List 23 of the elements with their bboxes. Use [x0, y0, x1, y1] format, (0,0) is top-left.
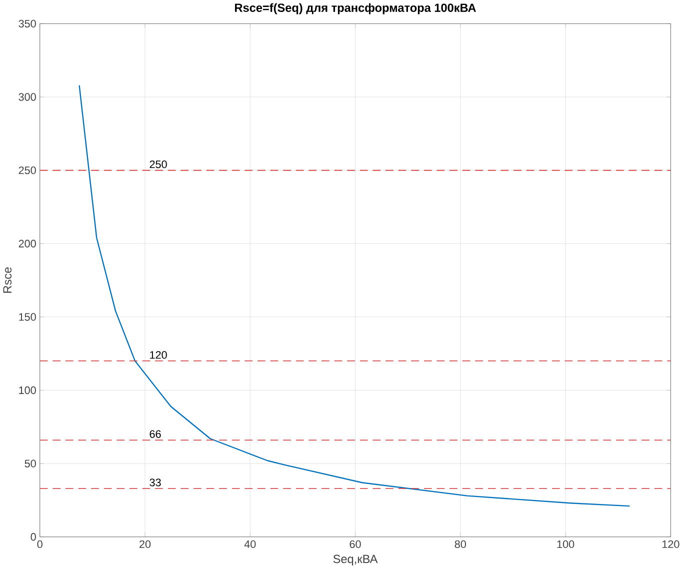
x-axis-title: Seq,кВА: [333, 554, 378, 566]
ref-line-label: 66: [150, 430, 161, 438]
x-tick-label: 80: [454, 540, 466, 548]
y-tick-label: 150: [19, 313, 36, 321]
y-tick-label: 100: [19, 386, 36, 394]
ref-line-label: 120: [150, 351, 167, 359]
ref-line-label: 33: [150, 478, 161, 486]
x-tick-label: 60: [350, 540, 361, 548]
y-tick-label: 200: [18, 240, 36, 248]
y-axis-title: Rsce: [3, 267, 12, 293]
y-tick-label: 250: [18, 166, 36, 174]
y-tick-label: 300: [18, 93, 36, 101]
y-tick-label: 350: [18, 20, 36, 28]
x-tick-label: 100: [557, 540, 574, 548]
line-series: [78, 84, 630, 507]
y-tick-label: 50: [24, 460, 36, 468]
chart-title: Rsce=f(Seq) для трансформатора 100кВА: [235, 3, 476, 14]
x-tick-label: 20: [140, 540, 151, 548]
x-tick-label: 0: [37, 540, 42, 548]
x-tick-label: 40: [244, 540, 256, 548]
y-tick-label: 0: [30, 533, 36, 541]
x-tick-label: 120: [662, 540, 680, 548]
ref-line-label: 250: [150, 160, 167, 168]
